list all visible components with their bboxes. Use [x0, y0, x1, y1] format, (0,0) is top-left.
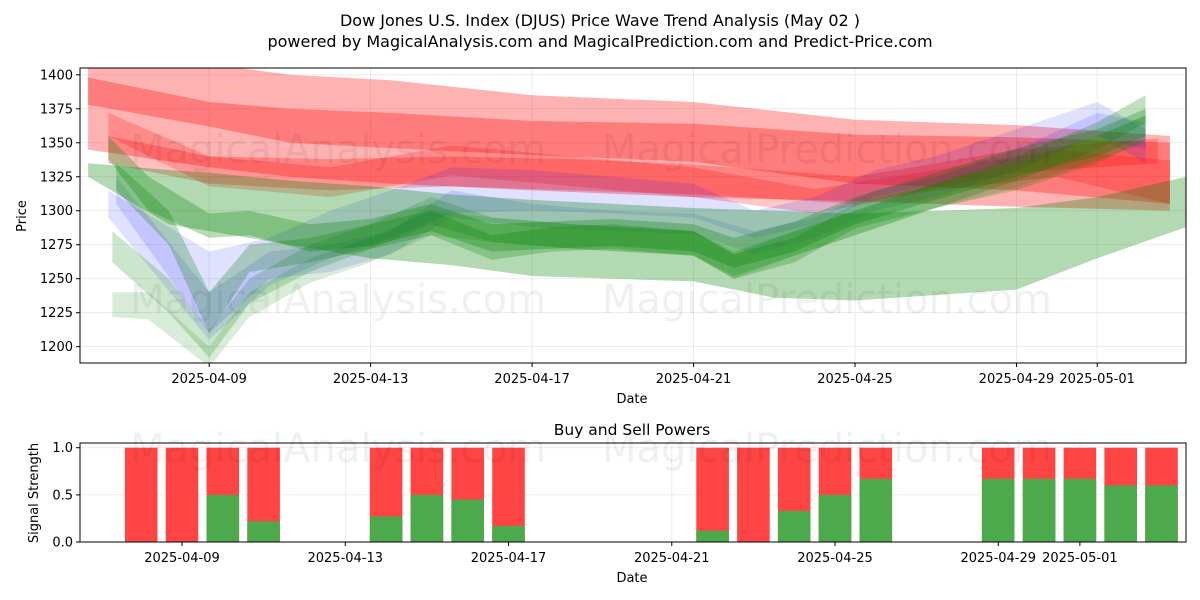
signal-x-tick-label: 2025-04-13: [307, 551, 383, 566]
signal-y-tick-label: 1.0: [52, 441, 73, 456]
chart-title-line2: powered by MagicalAnalysis.com and Magic…: [267, 32, 932, 51]
buy-power-bar: [818, 494, 852, 542]
signal-bars: [124, 447, 1178, 542]
price-wave-band: [108, 102, 1146, 340]
price-wave-band: [108, 112, 1170, 214]
watermark-top-left: MagicalAnalysis.com: [130, 127, 546, 173]
price-plot: MagicalAnalysis.com MagicalPrediction.co…: [15, 67, 1187, 407]
price-x-tick-label: 2025-04-29: [979, 372, 1055, 387]
buy-power-bar: [247, 521, 280, 542]
signal-x-tick-label: 2025-04-21: [634, 551, 710, 566]
price-y-ticks: 1200 1225 1250 1275 1300 1325 1350 1375 1400: [40, 68, 80, 355]
buy-power-bar: [206, 494, 240, 542]
signal-x-tick-label: 2025-04-17: [471, 551, 547, 566]
sell-power-bar: [737, 447, 770, 542]
price-y-axis-label: Price: [15, 200, 30, 232]
chart-title-line1: Dow Jones U.S. Index (DJUS) Price Wave T…: [340, 11, 860, 30]
signal-x-tick-label: 2025-05-01: [1042, 551, 1118, 566]
price-y-tick-label: 1250: [40, 272, 73, 287]
watermark-mid-left: MagicalAnalysis.com: [130, 277, 546, 323]
signal-y-axis-label: Signal Strength: [27, 443, 42, 543]
signal-watermarks: MagicalAnalysis.com MagicalPrediction.co…: [130, 426, 1052, 472]
price-y-tick-label: 1225: [40, 306, 73, 321]
buy-power-bar: [859, 478, 893, 542]
price-x-tick-label: 2025-05-01: [1059, 372, 1135, 387]
watermark-bottom-left: MagicalAnalysis.com: [130, 426, 546, 472]
sell-power-bar: [124, 447, 158, 542]
price-wave-band: [88, 68, 1170, 204]
signal-plot-title: Buy and Sell Powers: [554, 421, 711, 439]
signal-x-axis-label: Date: [616, 571, 647, 586]
buy-power-bar: [1022, 478, 1056, 542]
price-wave-band: [116, 112, 1146, 334]
price-y-tick-label: 1375: [40, 102, 73, 117]
signal-plot-frame: [79, 442, 1187, 543]
price-y-tick-label: 1300: [40, 204, 73, 219]
price-x-ticks: 2025-04-09 2025-04-13 2025-04-17 2025-04-21…: [171, 363, 1135, 387]
signal-plot: Buy and Sell Powers MagicalAnalysis.com …: [27, 421, 1187, 586]
buy-power-bar: [696, 530, 729, 542]
signal-y-tick-label: 0.0: [52, 536, 73, 551]
price-wave-band: [112, 115, 1146, 363]
buy-power-bar: [410, 494, 444, 542]
price-grid: [80, 68, 1186, 363]
buy-power-bar: [451, 499, 484, 542]
price-wave-bands: [88, 68, 1186, 363]
price-x-tick-label: 2025-04-13: [333, 372, 409, 387]
price-y-tick-label: 1350: [40, 136, 73, 151]
price-y-tick-label: 1200: [40, 340, 73, 355]
signal-x-tick-label: 2025-04-25: [797, 551, 873, 566]
price-wave-band: [116, 95, 1146, 334]
buy-power-bar: [1104, 485, 1137, 542]
price-x-axis-label: Date: [616, 392, 647, 407]
price-wave-band: [108, 136, 1158, 204]
price-x-tick-label: 2025-04-21: [656, 372, 732, 387]
sell-power-bar: [165, 447, 199, 542]
price-y-tick-label: 1275: [40, 238, 73, 253]
sell-power-bar: [696, 447, 729, 542]
price-x-tick-label: 2025-04-25: [817, 372, 893, 387]
price-y-tick-label: 1325: [40, 170, 73, 185]
price-x-tick-label: 2025-04-09: [171, 372, 247, 387]
buy-power-bar: [777, 510, 811, 542]
price-wave-band: [108, 108, 1146, 268]
buy-power-bar: [492, 526, 525, 542]
signal-x-tick-label: 2025-04-09: [144, 551, 220, 566]
buy-power-bar: [1145, 485, 1178, 542]
price-wave-band: [112, 115, 1146, 358]
watermark-mid-right: MagicalPrediction.com: [602, 277, 1052, 323]
watermark-top-right: MagicalPrediction.com: [602, 127, 1052, 173]
price-y-tick-label: 1400: [40, 68, 73, 83]
signal-x-tick-label: 2025-04-29: [960, 551, 1036, 566]
price-wave-band: [88, 77, 1170, 211]
price-band-group: [88, 68, 1186, 363]
buy-power-bar: [981, 478, 1015, 542]
watermark-bottom-right: MagicalPrediction.com: [602, 426, 1052, 472]
price-wave-band: [88, 163, 1186, 301]
price-plot-frame: [79, 67, 1187, 364]
price-x-tick-label: 2025-04-17: [494, 372, 570, 387]
signal-y-tick-label: 0.5: [52, 488, 73, 503]
price-watermarks: MagicalAnalysis.com MagicalPrediction.co…: [130, 127, 1052, 323]
buy-power-bar: [1063, 478, 1097, 542]
buy-power-bar: [369, 516, 403, 542]
signal-y-ticks: 0.0 0.5 1.0: [52, 441, 80, 551]
signal-x-ticks: 2025-04-09 2025-04-13 2025-04-17 2025-04-21…: [144, 542, 1118, 566]
